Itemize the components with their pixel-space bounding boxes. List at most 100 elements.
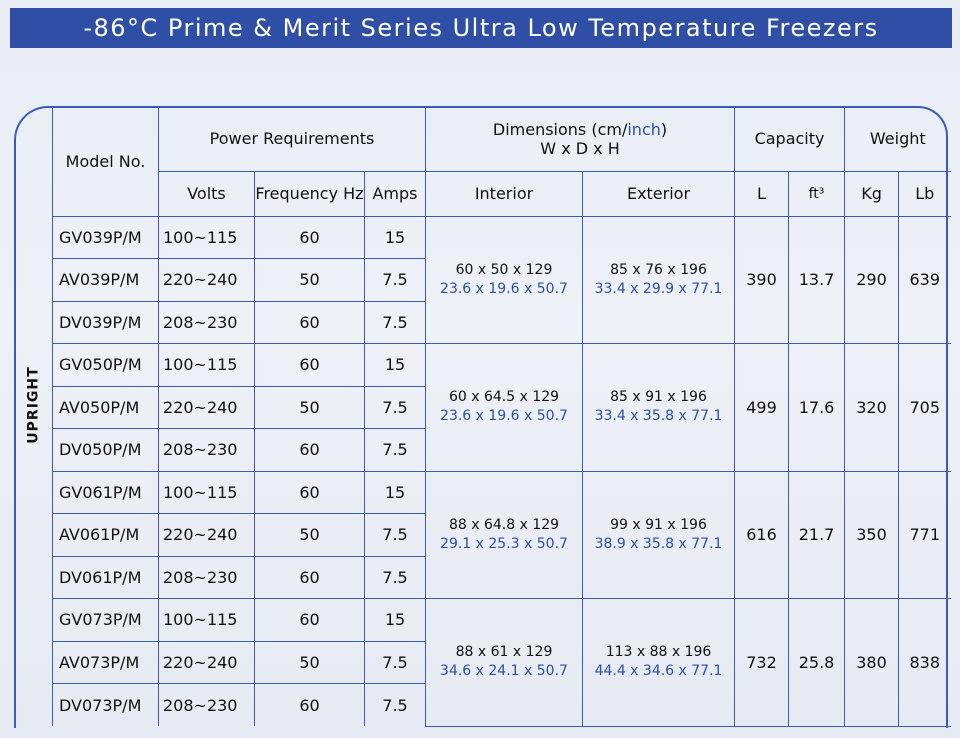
volts-value: 220~240 (158, 513, 255, 557)
table-row: GV039P/M 100~115 60 15 60 x 50 x 129 23.6 x 1… (52, 215, 951, 344)
interior-dimensions: 88 x 61 x 129 34.6 x 24.1 x 50.7 (425, 598, 583, 727)
frequency-value: 60 (254, 555, 365, 599)
weight-kg: 290 (844, 215, 900, 344)
capacity-liters: 499 (734, 343, 790, 472)
volts-value: 100~115 (158, 470, 255, 514)
dimensions-title: Dimensions (cm/inch) (492, 119, 668, 139)
frequency-value: 50 (254, 385, 365, 429)
model-number: DV073P/M (52, 683, 159, 726)
header-capacity: Capacity (734, 107, 846, 172)
interior-dimensions-cm: 60 x 50 x 129 (455, 261, 553, 278)
volts-value: 220~240 (158, 385, 255, 429)
side-label: UPRIGHT (24, 360, 44, 450)
table-row: AV073P/M 220~240 50 7.5 (52, 640, 951, 684)
header-exterior: Exterior (581, 170, 736, 217)
amps-value: 15 (364, 598, 426, 642)
model-number: GV073P/M (52, 598, 159, 642)
table-row: DV050P/M 208~230 60 7.5 (52, 428, 951, 472)
volts-value: 220~240 (158, 258, 255, 302)
side-label-text: UPRIGHT (26, 366, 43, 444)
weight-kg: 380 (844, 598, 900, 727)
model-number: GV039P/M (52, 215, 159, 259)
volts-value: 100~115 (158, 343, 255, 387)
amps-value: 7.5 (364, 640, 426, 684)
amps-value: 7.5 (364, 513, 426, 557)
table-row: DV073P/M 208~230 60 7.5 (52, 683, 951, 726)
interior-dimensions-inch: 34.6 x 24.1 x 50.7 (440, 663, 568, 680)
model-number: GV061P/M (52, 470, 159, 514)
header-weight-kg: Kg (844, 170, 900, 217)
exterior-dimensions-inch: 38.9 x 35.8 x 77.1 (594, 535, 723, 552)
amps-value: 15 (364, 215, 426, 259)
amps-value: 7.5 (364, 555, 426, 599)
amps-value: 7.5 (364, 385, 426, 429)
header-capacity-l: L (734, 170, 790, 217)
exterior-dimensions-inch: 33.4 x 29.9 x 77.1 (594, 280, 723, 297)
exterior-dimensions-inch: 33.4 x 35.8 x 77.1 (594, 408, 723, 425)
model-number: GV050P/M (52, 343, 159, 387)
volts-value: 208~230 (158, 300, 255, 344)
weight-kg: 350 (844, 470, 900, 599)
capacity-cubic-feet: 17.6 (788, 343, 846, 472)
spec-table: Model No. Power Requirements Dimensions … (52, 107, 951, 727)
model-number: AV073P/M (52, 640, 159, 684)
interior-dimensions-inch: 23.6 x 19.6 x 50.7 (440, 408, 568, 425)
exterior-dimensions-cm: 99 x 91 x 196 (610, 516, 707, 533)
capacity-liters: 616 (734, 470, 790, 599)
weight-lb: 639 (898, 215, 951, 344)
amps-value: 15 (364, 470, 426, 514)
header-dimensions: Dimensions (cm/inch) W x D x H (424, 107, 736, 172)
model-number: AV061P/M (52, 513, 159, 557)
frequency-value: 60 (254, 470, 365, 514)
frequency-value: 60 (254, 300, 365, 344)
header-weight-lb: Lb (898, 170, 951, 217)
table-row: GV073P/M 100~115 60 15 88 x 61 x 129 34.6 x 2… (52, 598, 951, 727)
amps-value: 7.5 (364, 300, 426, 344)
header-model: Model No. (52, 107, 159, 217)
interior-dimensions-cm: 88 x 61 x 129 (455, 644, 553, 661)
interior-dimensions-cm: 60 x 64.5 x 129 (448, 389, 560, 406)
volts-value: 220~240 (158, 640, 255, 684)
frequency-value: 50 (254, 513, 365, 557)
header-power: Power Requirements (158, 107, 426, 172)
interior-dimensions: 60 x 64.5 x 129 23.6 x 19.6 x 50.7 (425, 343, 583, 472)
table-row: GV061P/M 100~115 60 15 88 x 64.8 x 129 29.1 x… (52, 470, 951, 599)
interior-dimensions: 60 x 50 x 129 23.6 x 19.6 x 50.7 (425, 215, 583, 344)
capacity-cubic-feet: 21.7 (788, 470, 846, 599)
model-number: DV061P/M (52, 555, 159, 599)
table-row: AV050P/M 220~240 50 7.5 (52, 385, 951, 429)
dimensions-inch-label: inch (627, 119, 661, 139)
frequency-value: 60 (254, 215, 365, 259)
table-row: AV061P/M 220~240 50 7.5 (52, 513, 951, 557)
exterior-dimensions: 99 x 91 x 196 38.9 x 35.8 x 77.1 (581, 470, 736, 599)
capacity-liters: 390 (734, 215, 790, 344)
volts-value: 100~115 (158, 598, 255, 642)
interior-dimensions-inch: 29.1 x 25.3 x 50.7 (440, 535, 568, 552)
table-row: DV061P/M 208~230 60 7.5 (52, 555, 951, 599)
table-row: DV039P/M 208~230 60 7.5 (52, 300, 951, 344)
header-weight: Weight (844, 107, 951, 172)
exterior-dimensions-inch: 44.4 x 34.6 x 77.1 (594, 663, 723, 680)
weight-lb: 771 (898, 470, 951, 599)
page-title: -86°C Prime & Merit Series Ultra Low Tem… (10, 8, 952, 48)
header-amps: Amps (364, 170, 426, 217)
model-number: DV039P/M (52, 300, 159, 344)
volts-value: 208~230 (158, 555, 255, 599)
frequency-value: 60 (254, 343, 365, 387)
exterior-dimensions: 85 x 91 x 196 33.4 x 35.8 x 77.1 (581, 343, 736, 472)
exterior-dimensions: 85 x 76 x 196 33.4 x 29.9 x 77.1 (581, 215, 736, 344)
volts-value: 208~230 (158, 428, 255, 472)
header-frequency: Frequency Hz (254, 170, 365, 217)
header-volts: Volts (158, 170, 255, 217)
dimensions-order: W x D x H (540, 138, 620, 158)
interior-dimensions: 88 x 64.8 x 129 29.1 x 25.3 x 50.7 (425, 470, 583, 599)
model-number: AV050P/M (52, 385, 159, 429)
frequency-value: 50 (254, 258, 365, 302)
frequency-value: 60 (254, 598, 365, 642)
interior-dimensions-cm: 88 x 64.8 x 129 (448, 516, 560, 533)
frequency-value: 60 (254, 683, 365, 726)
exterior-dimensions-cm: 113 x 88 x 196 (605, 644, 712, 661)
frequency-value: 60 (254, 428, 365, 472)
table-row: GV050P/M 100~115 60 15 60 x 64.5 x 129 23.6 x… (52, 343, 951, 472)
volts-value: 208~230 (158, 683, 255, 726)
